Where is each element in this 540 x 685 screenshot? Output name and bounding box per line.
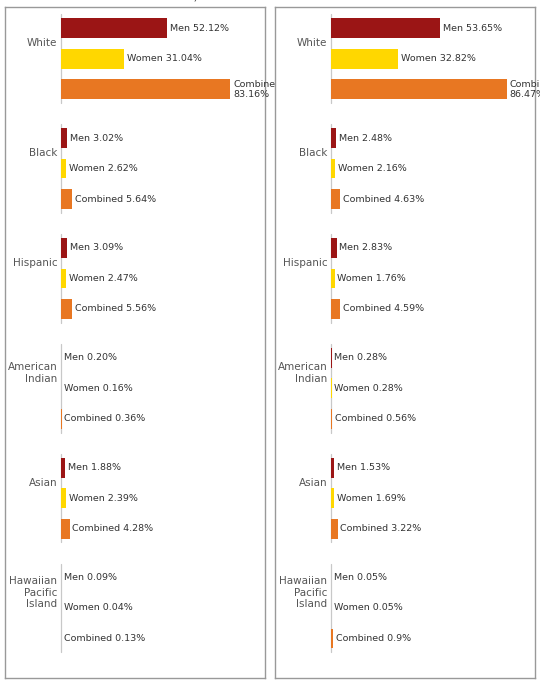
Text: Combined 0.36%: Combined 0.36% [64, 414, 146, 423]
Text: Women 2.47%: Women 2.47% [69, 274, 138, 283]
Text: White: White [27, 38, 57, 49]
Text: Men 2.83%: Men 2.83% [340, 243, 393, 252]
Bar [61, 488, 66, 508]
Text: Women 0.04%: Women 0.04% [64, 603, 132, 612]
Bar [331, 159, 335, 179]
Text: Men 3.09%: Men 3.09% [70, 243, 123, 252]
Bar [331, 238, 337, 258]
Text: Combined
83.16%: Combined 83.16% [233, 79, 281, 99]
Bar [331, 128, 336, 148]
Text: Hawaiian
Pacific
Island: Hawaiian Pacific Island [279, 576, 327, 610]
Text: Combined 4.59%: Combined 4.59% [343, 304, 424, 314]
Text: Combined 0.13%: Combined 0.13% [64, 634, 145, 643]
Bar [331, 348, 332, 368]
Text: Women 1.69%: Women 1.69% [337, 494, 406, 503]
Text: Women 32.82%: Women 32.82% [401, 54, 475, 63]
Bar [61, 189, 72, 209]
Bar [331, 18, 440, 38]
Bar [331, 49, 398, 68]
Text: Women 0.16%: Women 0.16% [64, 384, 133, 393]
Text: Combined 5.64%: Combined 5.64% [75, 195, 157, 203]
Text: Men 2.48%: Men 2.48% [339, 134, 392, 142]
Bar [61, 458, 65, 477]
Text: Combined 4.63%: Combined 4.63% [343, 195, 424, 203]
Text: Women 2.62%: Women 2.62% [69, 164, 138, 173]
Text: Men 0.09%: Men 0.09% [64, 573, 117, 582]
Text: White: White [297, 38, 327, 49]
Text: Combined
86.47%: Combined 86.47% [510, 79, 540, 99]
Bar [61, 238, 68, 258]
Bar [61, 269, 66, 288]
Text: Men 0.05%: Men 0.05% [334, 573, 387, 582]
Text: Combined 5.56%: Combined 5.56% [75, 304, 156, 314]
Text: Asian: Asian [29, 478, 57, 488]
Text: Men 3.02%: Men 3.02% [70, 134, 123, 142]
Bar [61, 49, 124, 68]
Bar [61, 409, 62, 429]
Text: Women 1.76%: Women 1.76% [338, 274, 406, 283]
Bar [331, 519, 338, 538]
Text: Combined 4.28%: Combined 4.28% [72, 524, 153, 533]
Text: Black: Black [29, 149, 57, 158]
Bar [61, 18, 167, 38]
Text: Hispanic: Hispanic [282, 258, 327, 268]
Text: Asian: Asian [299, 478, 327, 488]
Text: Men 1.88%: Men 1.88% [68, 463, 120, 472]
Bar [61, 519, 70, 538]
Text: American
Indian: American Indian [278, 362, 327, 384]
Text: Black: Black [299, 149, 327, 158]
Bar [61, 128, 67, 148]
Text: Combined 0.56%: Combined 0.56% [335, 414, 416, 423]
Text: Women 2.39%: Women 2.39% [69, 494, 138, 503]
Text: Women 31.04%: Women 31.04% [127, 54, 202, 63]
Text: Combined 3.22%: Combined 3.22% [340, 524, 422, 533]
Text: Women 2.16%: Women 2.16% [338, 164, 407, 173]
Text: Hispanic: Hispanic [12, 258, 57, 268]
Bar [331, 629, 333, 649]
Bar [61, 79, 230, 99]
Bar [331, 189, 340, 209]
Bar [331, 299, 340, 319]
Bar [331, 409, 332, 429]
Text: Men 0.20%: Men 0.20% [64, 353, 117, 362]
Bar [61, 159, 66, 179]
Text: Combined 0.9%: Combined 0.9% [335, 634, 411, 643]
Text: Men 52.12%: Men 52.12% [170, 24, 229, 33]
Text: Women 0.28%: Women 0.28% [334, 384, 403, 393]
Text: Men 1.53%: Men 1.53% [337, 463, 390, 472]
Bar [331, 488, 334, 508]
Text: Men 0.28%: Men 0.28% [334, 353, 387, 362]
Text: Women 0.05%: Women 0.05% [334, 603, 403, 612]
Bar [331, 79, 507, 99]
Text: Hawaiian
Pacific
Island: Hawaiian Pacific Island [9, 576, 57, 610]
Text: Men 53.65%: Men 53.65% [443, 24, 502, 33]
Text: American
Indian: American Indian [8, 362, 57, 384]
Bar [331, 269, 334, 288]
Bar [331, 378, 332, 398]
Text: (including both newsroom
leaders and all others): (including both newsroom leaders and all… [62, 0, 208, 1]
Bar [61, 299, 72, 319]
Bar [331, 458, 334, 477]
